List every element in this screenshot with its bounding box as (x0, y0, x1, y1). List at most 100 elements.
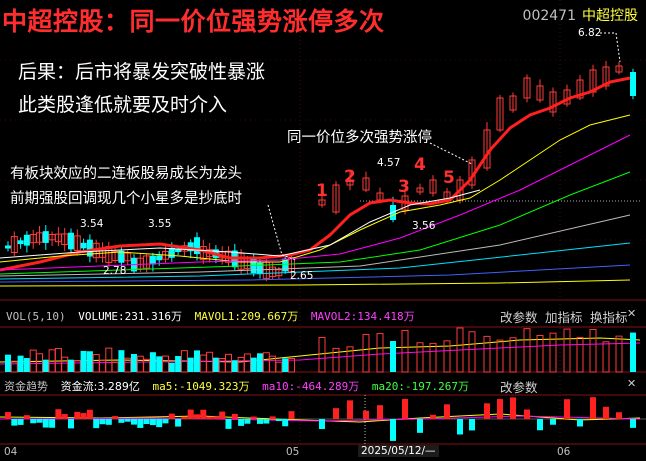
flow-bar-positive (86, 409, 93, 419)
candle-body (523, 77, 531, 99)
candle-body (36, 232, 43, 243)
candle-body (124, 252, 132, 262)
price-label-354: 3.54 (80, 218, 104, 230)
flow-bar-negative (11, 419, 18, 426)
volume-bar (563, 328, 571, 373)
volume-indicator-name[interactable]: VOL(5,10) (6, 310, 66, 323)
flow-bar-positive (430, 414, 436, 419)
candle-body (156, 255, 163, 261)
stock-name: 中超控股 (582, 8, 638, 24)
flow-bar-positive (206, 416, 213, 419)
ma20-line (0, 134, 631, 271)
candle (149, 252, 156, 272)
volume-bar (483, 335, 491, 373)
candle-body (362, 177, 370, 191)
flow-bar-positive (288, 411, 295, 419)
flow-bar-positive (616, 412, 622, 419)
flow-bar-positive (74, 411, 81, 419)
date-label-05: 05 (286, 446, 300, 458)
flow-bar-negative (137, 419, 144, 428)
date-label-04: 04 (4, 446, 18, 458)
money-flow-value: 资金流:3.289亿 (60, 380, 140, 393)
flow-bar-positive (444, 404, 450, 419)
volume-bar (225, 353, 232, 373)
candle-body (576, 79, 584, 99)
volume-bar (111, 361, 119, 373)
volume-bar (576, 336, 584, 373)
candle (99, 242, 106, 263)
candle-body (332, 184, 340, 213)
vol-close-icon[interactable]: ✕ (627, 307, 637, 320)
ma20-value: ma20:-197.267万 (371, 380, 469, 393)
volume-bar (549, 332, 557, 373)
candle (429, 175, 437, 197)
price-label-high: 6.82 (578, 27, 602, 39)
candle-body (346, 179, 354, 186)
money-indicator-name[interactable]: 资金趋势 (4, 380, 48, 393)
candle (630, 68, 636, 100)
candle (523, 74, 531, 103)
flow-bar-positive (363, 410, 369, 419)
volume-bar (92, 354, 100, 373)
limit-up-mark-1: 1 (316, 181, 328, 201)
candle-body (416, 187, 424, 193)
annotation-pointer (281, 254, 297, 261)
volume-bar (42, 359, 49, 372)
flow-bar-negative (282, 419, 289, 427)
candle-body (187, 242, 194, 252)
flow-bar-negative (257, 419, 263, 424)
flow-bar-negative (36, 419, 43, 423)
volume-bar (149, 352, 156, 372)
flow-bar-positive (347, 400, 353, 419)
limit-up-mark-4: 4 (414, 155, 426, 175)
flow-bar-positive (269, 416, 276, 419)
volume-bar (362, 333, 370, 373)
candle-body (194, 237, 200, 255)
money-close-icon[interactable]: ✕ (627, 377, 637, 390)
vol-switch-indicator-button[interactable]: 换指标 (590, 310, 628, 325)
ma30-line (0, 171, 631, 275)
ma-white-line (0, 189, 481, 259)
flow-bar-positive (231, 413, 238, 419)
limit-up-mark-3: 3 (398, 177, 410, 197)
candle (54, 227, 62, 246)
vol-add-indicator-button[interactable]: 加指标 (545, 310, 583, 325)
price-label-low: 2.65 (290, 270, 314, 282)
flow-bar-negative (577, 419, 583, 427)
flow-bar-positive (590, 397, 596, 419)
annotation-same-price: 同一价位多次强势涨停 (287, 130, 432, 146)
candle-body (549, 91, 557, 113)
ma10-value: ma10:-464.289万 (262, 380, 360, 393)
candle (318, 195, 326, 208)
volume-bar (536, 334, 544, 373)
volume-bar (68, 359, 74, 372)
candle-body (68, 232, 74, 250)
candle (36, 225, 43, 246)
ma-long-line (0, 279, 631, 287)
flow-bar-negative (162, 419, 169, 424)
annotation-pointer (267, 204, 283, 256)
flow-bar-negative (175, 419, 182, 427)
candle-body (250, 259, 257, 274)
candle (61, 227, 69, 252)
volume-bar (187, 357, 194, 372)
candle-body (509, 95, 517, 111)
volume-bar (168, 362, 175, 372)
money-modify-params-button[interactable]: 改参数 (500, 380, 538, 395)
price-label-278: 2.78 (103, 265, 127, 277)
flow-bar-negative (275, 419, 282, 422)
volume-bar (80, 350, 87, 372)
candle-body (143, 255, 151, 269)
volume-bar (243, 353, 251, 373)
candle-body (17, 240, 24, 245)
volume-bar (23, 358, 30, 372)
candle-body (496, 97, 504, 131)
flow-bar-negative (630, 419, 636, 428)
vol-modify-params-button[interactable]: 改参数 (500, 310, 538, 325)
candle (194, 232, 200, 261)
overlay-lines (267, 32, 621, 261)
flow-bar-negative (537, 419, 543, 431)
candle (131, 254, 137, 274)
volume-bars (5, 327, 636, 373)
flow-bar-negative (457, 419, 463, 435)
